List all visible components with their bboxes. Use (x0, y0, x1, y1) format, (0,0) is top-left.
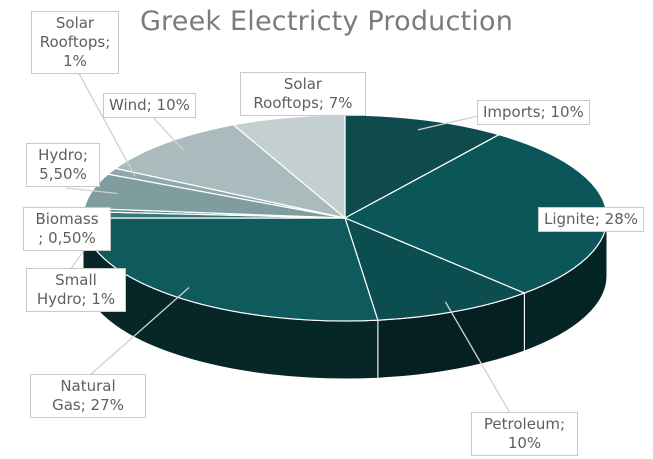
label-solar-rooftops: Solar Rooftops; 7% (240, 72, 366, 116)
label-biomass: Biomass ; 0,50% (23, 207, 111, 251)
leader-line-3 (89, 287, 190, 376)
leader-line-7 (75, 67, 136, 177)
label-imports: Imports; 10% (477, 100, 590, 125)
label-petroleum: Petroleum; 10% (471, 412, 578, 456)
label-solar-rooftops-small: Solar Rooftops; 1% (31, 11, 119, 74)
label-small-hydro: Small Hydro; 1% (26, 268, 126, 312)
label-hydro: Hydro; 5,50% (26, 143, 100, 187)
label-natural-gas: Natural Gas; 27% (30, 374, 146, 418)
leader-line-8 (149, 113, 185, 151)
pie-slice-8 (113, 124, 346, 219)
chart-title: Greek Electricty Production (139, 6, 514, 37)
leader-line-2 (444, 301, 511, 414)
leader-line-6 (65, 187, 118, 195)
leader-line-9 (293, 117, 301, 128)
label-wind: Wind; 10% (103, 93, 196, 118)
label-lignite: Lignite; 28% (538, 207, 644, 232)
pie-slices (82, 114, 608, 322)
leader-line-0 (417, 115, 479, 131)
pie-slice-2 (344, 216, 526, 321)
